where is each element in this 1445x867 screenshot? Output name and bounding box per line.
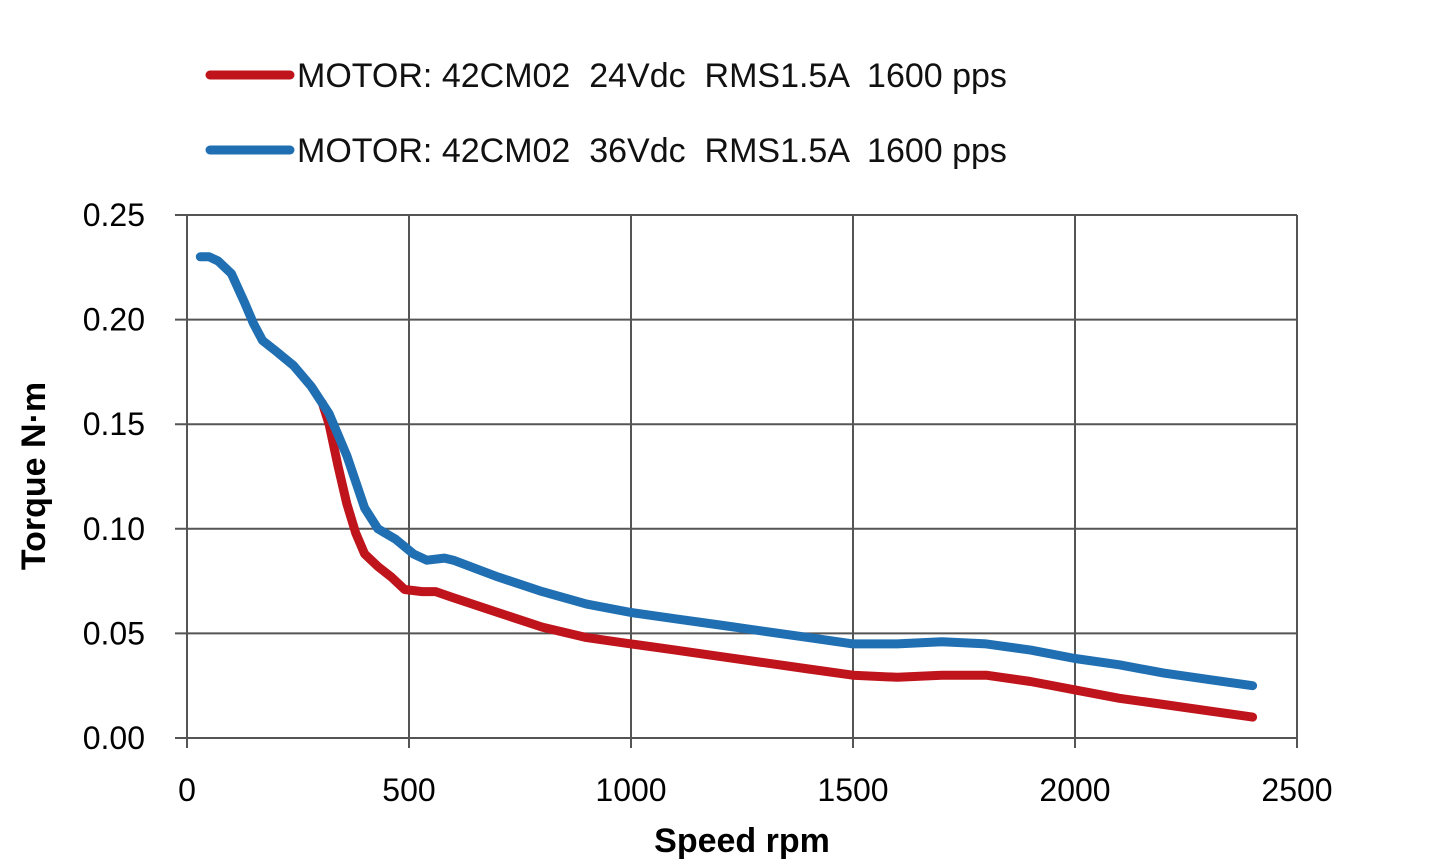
gridlines	[175, 214, 1298, 748]
x-tick-label: 1500	[817, 772, 888, 808]
legend-label-2: MOTOR: 42CM02 36Vdc RMS1.5A 1600 pps	[297, 132, 1007, 170]
x-tick-label: 0	[178, 772, 196, 808]
y-tick-label: 0.10	[83, 511, 145, 547]
y-tick-label: 0.05	[83, 615, 145, 651]
y-axis-title: Torque N·m	[15, 382, 53, 570]
x-axis-title: Speed rpm	[654, 822, 830, 860]
legend: MOTOR: 42CM02 24Vdc RMS1.5A 1600 pps MOTO…	[205, 57, 1007, 170]
series-lines	[195, 252, 1258, 722]
y-tick-label: 0.15	[83, 406, 145, 442]
series-line-1	[317, 398, 1258, 722]
x-tick-label: 2500	[1261, 772, 1332, 808]
x-tick-label: 1000	[595, 772, 666, 808]
y-tick-label: 0.00	[83, 720, 145, 756]
y-tick-label: 0.20	[83, 302, 145, 338]
x-tick-label: 2000	[1039, 772, 1110, 808]
legend-label-1: MOTOR: 42CM02 24Vdc RMS1.5A 1600 pps	[297, 57, 1007, 95]
x-axis-ticks: 0 500 1000 1500 2000 2500	[178, 772, 1332, 808]
y-axis-ticks: 0.00 0.05 0.10 0.15 0.20 0.25	[83, 197, 145, 756]
series-line-2	[195, 252, 1258, 691]
y-tick-label: 0.25	[83, 197, 145, 233]
x-tick-label: 500	[382, 772, 435, 808]
